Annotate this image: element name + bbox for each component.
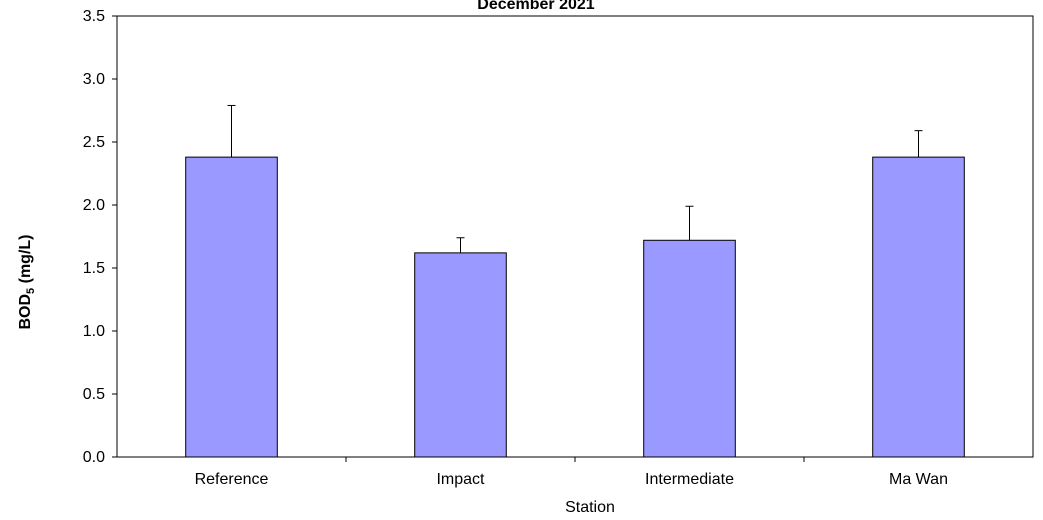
bar-impact xyxy=(414,252,507,458)
y-tick-label: 2.0 xyxy=(83,197,105,214)
y-tick-label: 3.5 xyxy=(83,8,105,25)
x-tick-label: Reference xyxy=(195,471,269,488)
y-axis-title-main: BOD xyxy=(17,294,34,330)
y-axis-title-subscript: 5 xyxy=(25,288,37,294)
x-axis-title: Station xyxy=(565,499,615,516)
y-tick-label: 0.5 xyxy=(83,386,105,403)
x-tick-label: Intermediate xyxy=(645,471,734,488)
x-axis: Reference Impact Intermediate Ma Wan xyxy=(195,457,948,488)
chart-title: December 2021 xyxy=(477,0,595,13)
x-tick-label: Ma Wan xyxy=(889,471,948,488)
bar-ma-wan xyxy=(872,156,965,458)
y-axis-title: BOD5 (mg/L) xyxy=(17,234,37,329)
y-tick-label: 0.0 xyxy=(83,449,105,466)
y-tick-label: 3.0 xyxy=(83,71,105,88)
x-tick-label: Impact xyxy=(436,471,485,488)
y-axis-title-unit: (mg/L) xyxy=(17,234,34,287)
y-tick-label: 2.5 xyxy=(83,134,105,151)
bar-series xyxy=(185,156,965,458)
y-axis: 0.0 0.5 1.0 1.5 2.0 2.5 3.0 3.5 xyxy=(83,8,117,466)
bar-intermediate xyxy=(643,239,736,458)
bar-reference xyxy=(185,156,278,458)
error-bars xyxy=(227,104,923,253)
y-tick-label: 1.0 xyxy=(83,323,105,340)
y-tick-label: 1.5 xyxy=(83,260,105,277)
